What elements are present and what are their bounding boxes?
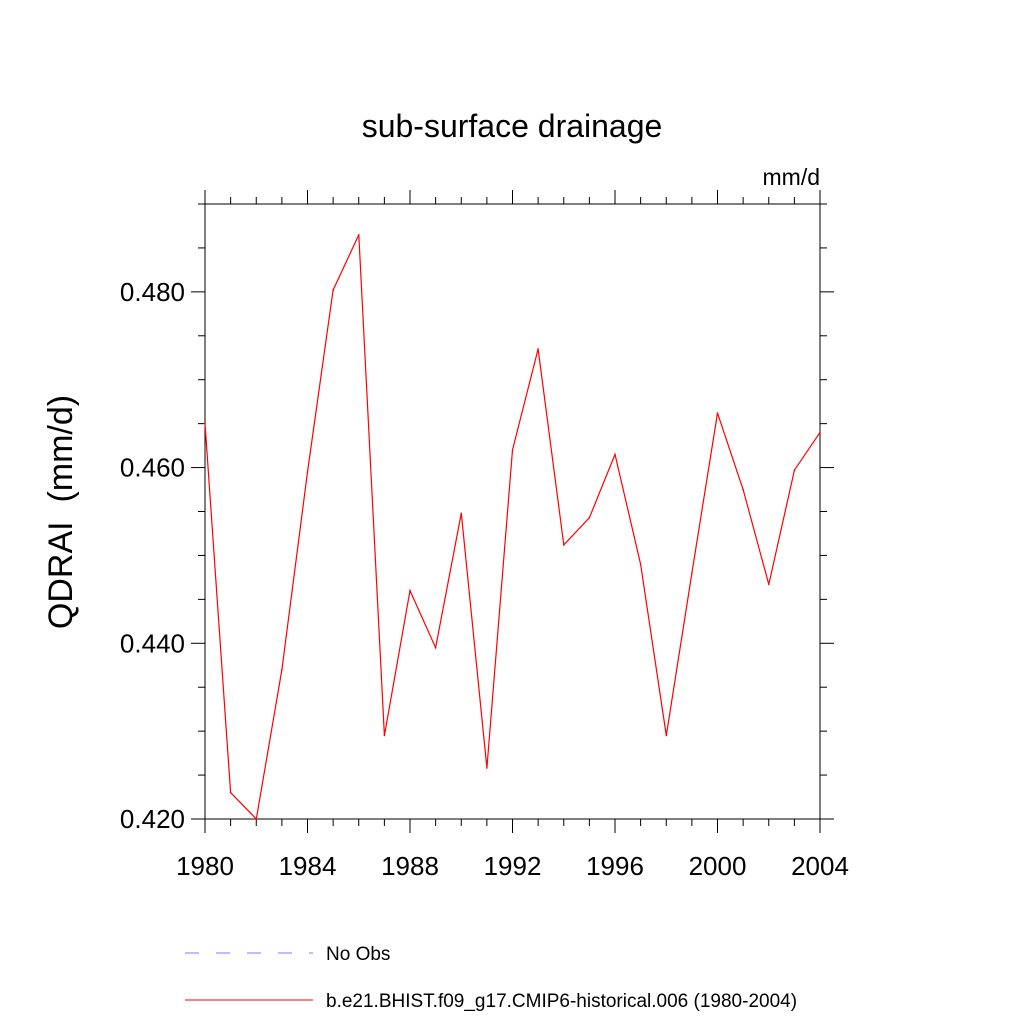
- data-point: [383, 734, 386, 737]
- data-point: [742, 488, 744, 491]
- data-point: [409, 589, 411, 592]
- y-axis-label: QDRAI (mm/d): [42, 395, 80, 629]
- data-point: [460, 512, 463, 515]
- data-point: [434, 646, 437, 649]
- x-tick-label: 1984: [279, 851, 337, 881]
- x-tick-label: 2000: [689, 851, 747, 881]
- data-point: [767, 583, 770, 586]
- x-tick-label: 2004: [791, 851, 849, 881]
- data-point: [639, 563, 642, 566]
- ticks-layer: 1980 1984 1988 1992 1996 2000 2004 0.420 0.440 0.…: [120, 190, 849, 881]
- data-point: [588, 516, 591, 519]
- legend-label: No Obs: [326, 944, 390, 965]
- data-point: [229, 791, 232, 794]
- data-point: [306, 471, 309, 473]
- plot-frame: [204, 203, 821, 820]
- y-tick-label: 0.440: [120, 628, 185, 658]
- y-tick-label: 0.460: [120, 453, 185, 483]
- data-point: [614, 453, 616, 456]
- data-point: [562, 544, 565, 546]
- series-layer: [204, 233, 821, 821]
- data-point: [281, 668, 283, 671]
- chart-title: sub-surface drainage: [362, 108, 663, 144]
- data-point: [332, 289, 334, 291]
- data-point: [537, 348, 539, 350]
- y-tick-label: 0.420: [120, 804, 185, 834]
- data-point: [793, 469, 796, 472]
- data-point: [819, 431, 821, 434]
- data-point: [486, 767, 488, 769]
- data-point: [204, 422, 206, 425]
- data-point: [665, 734, 668, 737]
- x-tick-label: 1980: [176, 851, 234, 881]
- y-tick-label: 0.480: [120, 277, 185, 307]
- units-label: mm/d: [763, 164, 821, 190]
- x-tick-label: 1992: [484, 851, 542, 881]
- data-point: [255, 818, 258, 820]
- data-point: [511, 449, 514, 451]
- data-point: [716, 412, 719, 414]
- series-line: [204, 234, 821, 821]
- legend: No Obs b.e21.BHIST.f09_g17.CMIP6-historic…: [185, 944, 797, 1012]
- x-tick-label: 1996: [586, 851, 644, 881]
- data-point: [357, 233, 360, 236]
- data-point: [691, 572, 693, 574]
- legend-label: b.e21.BHIST.f09_g17.CMIP6-historical.006…: [326, 991, 797, 1012]
- x-tick-label: 1988: [381, 851, 439, 881]
